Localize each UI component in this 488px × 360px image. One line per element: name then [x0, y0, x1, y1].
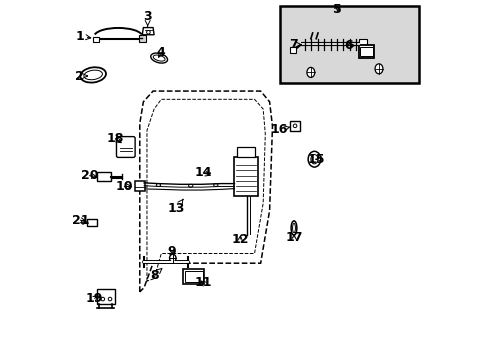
Text: 16: 16 — [270, 123, 290, 136]
Text: 6: 6 — [344, 39, 355, 52]
Bar — [87, 219, 97, 226]
Bar — [97, 289, 115, 304]
Text: 9: 9 — [167, 245, 176, 258]
Ellipse shape — [169, 254, 176, 262]
Text: 11: 11 — [194, 276, 212, 289]
Bar — [236, 147, 255, 157]
Text: 15: 15 — [307, 153, 325, 166]
FancyBboxPatch shape — [116, 136, 135, 157]
Bar — [360, 47, 372, 56]
Bar — [97, 172, 111, 181]
Ellipse shape — [306, 67, 314, 77]
Bar — [234, 157, 257, 196]
Text: 19: 19 — [86, 292, 103, 305]
Text: 8: 8 — [149, 269, 162, 282]
Text: 1: 1 — [76, 30, 91, 43]
Text: 3: 3 — [143, 10, 152, 26]
Text: 12: 12 — [231, 233, 248, 246]
Text: 2: 2 — [75, 69, 87, 82]
Bar — [279, 6, 418, 83]
Text: 7: 7 — [289, 38, 301, 51]
Ellipse shape — [374, 64, 382, 74]
Text: 14: 14 — [194, 166, 212, 179]
Text: 10: 10 — [115, 180, 133, 193]
Polygon shape — [142, 28, 154, 35]
Text: 21: 21 — [71, 214, 89, 227]
Text: 5: 5 — [333, 3, 342, 16]
Text: 13: 13 — [167, 199, 184, 215]
Text: 20: 20 — [81, 169, 98, 182]
Text: 18: 18 — [106, 132, 124, 145]
Bar — [290, 121, 299, 131]
Bar — [290, 47, 296, 53]
Text: 17: 17 — [285, 231, 302, 244]
Bar — [184, 271, 202, 282]
Bar — [135, 181, 145, 191]
Bar — [358, 45, 373, 58]
Text: 4: 4 — [157, 46, 165, 59]
Bar — [93, 37, 99, 41]
Bar — [183, 269, 204, 284]
Bar — [359, 39, 366, 50]
Bar — [139, 35, 145, 41]
